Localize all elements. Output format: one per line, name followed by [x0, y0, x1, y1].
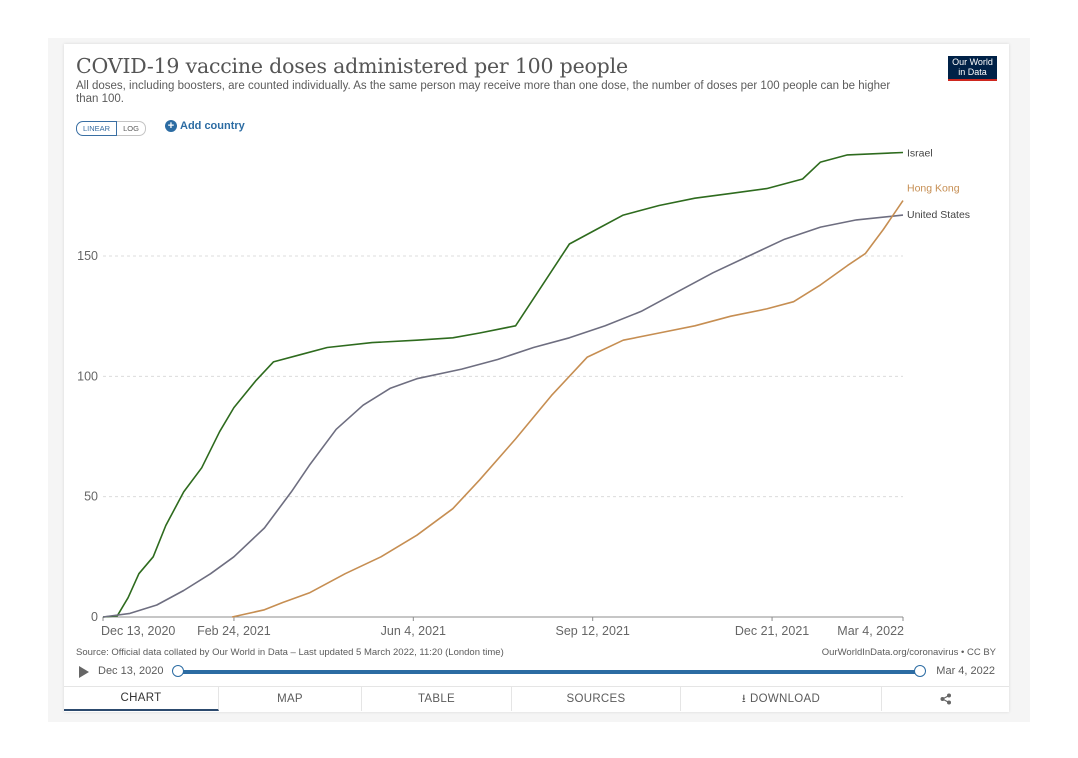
share-button[interactable]: [882, 687, 1009, 711]
series-label[interactable]: United States: [907, 209, 970, 221]
owid-logo[interactable]: Our World in Data: [948, 56, 997, 81]
x-tick-label: Dec 21, 2021: [735, 624, 809, 638]
add-country-button[interactable]: + Add country: [165, 120, 245, 132]
tab-sources[interactable]: SOURCES: [512, 687, 681, 711]
series-line-hong-kong[interactable]: [231, 200, 904, 618]
scale-toggle: LINEAR LOG: [76, 121, 146, 136]
chart-subtitle: All doses, including boosters, are count…: [76, 80, 891, 105]
plus-circle-icon: +: [165, 120, 177, 132]
x-tick-label: Jun 4, 2021: [381, 624, 446, 638]
x-tick-label: Dec 13, 2020: [101, 624, 175, 638]
series-line-united-states[interactable]: [102, 214, 904, 618]
tab-chart[interactable]: CHART: [64, 687, 219, 711]
x-tick-label: Sep 12, 2021: [555, 624, 629, 638]
y-tick-label: 100: [77, 369, 98, 383]
logo-line-2: in Data: [958, 67, 987, 77]
play-icon[interactable]: [79, 666, 89, 678]
timeline-track[interactable]: [180, 670, 921, 674]
add-country-label: Add country: [180, 120, 245, 132]
chart-title: COVID-19 vaccine doses administered per …: [76, 54, 628, 78]
y-tick-label: 0: [91, 610, 98, 624]
tab-table[interactable]: TABLE: [362, 687, 512, 711]
tab-bar: CHART MAP TABLE SOURCES ⭳ DOWNLOAD: [64, 686, 1009, 711]
timeline: Dec 13, 2020 Mar 4, 2022: [76, 663, 998, 681]
linear-scale-button[interactable]: LINEAR: [76, 121, 118, 136]
share-icon: [940, 693, 951, 705]
download-icon: ⭳: [741, 692, 746, 705]
x-tick-label: Feb 24, 2021: [197, 624, 271, 638]
y-tick-label: 50: [84, 490, 98, 504]
tab-map[interactable]: MAP: [219, 687, 362, 711]
source-url[interactable]: OurWorldInData.org/coronavirus • CC BY: [821, 647, 996, 658]
timeline-end-label: Mar 4, 2022: [936, 665, 995, 677]
tab-download-label: DOWNLOAD: [750, 693, 821, 705]
x-tick-label: Mar 4, 2022: [837, 624, 904, 638]
source-note: Source: Official data collated by Our Wo…: [76, 647, 504, 658]
y-tick-label: 150: [77, 249, 98, 263]
series-line-israel[interactable]: [102, 151, 904, 618]
series-label[interactable]: Hong Kong: [907, 183, 960, 195]
log-scale-button[interactable]: LOG: [117, 121, 146, 136]
timeline-start-label: Dec 13, 2020: [98, 665, 164, 677]
series-label[interactable]: Israel: [907, 148, 933, 160]
tab-download[interactable]: ⭳ DOWNLOAD: [681, 687, 882, 711]
timeline-start-handle[interactable]: [172, 665, 184, 677]
timeline-end-handle[interactable]: [914, 665, 926, 677]
logo-line-1: Our World: [952, 57, 993, 67]
